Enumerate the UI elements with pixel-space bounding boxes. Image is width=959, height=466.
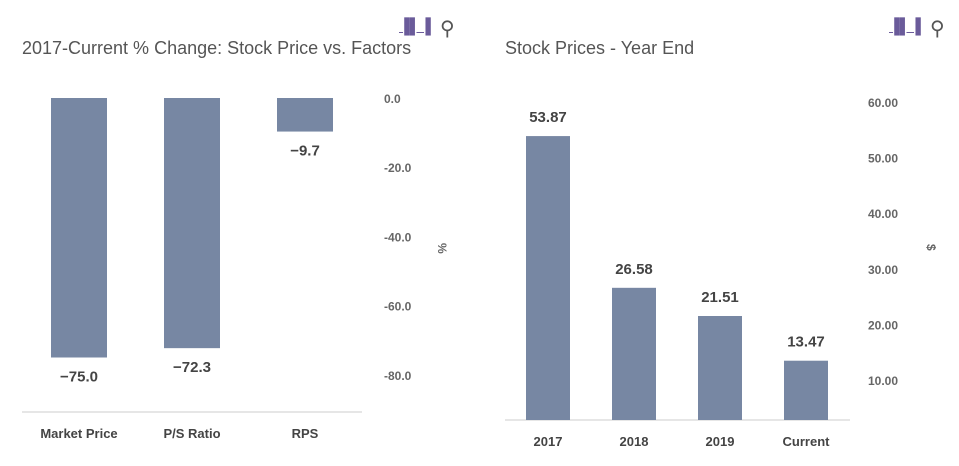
category-label-0: Market Price (40, 426, 117, 441)
bar-2 (277, 98, 333, 132)
bar2-3 (784, 360, 828, 420)
bar-0 (51, 98, 107, 358)
category-label2-1: 2018 (620, 434, 649, 449)
category-label2-2: 2019 (706, 434, 735, 449)
category-label2-3: Current (783, 434, 831, 449)
chart1-title: 2017-Current % Change: Stock Price vs. F… (22, 38, 412, 58)
search-icon[interactable]: ⚲ (440, 18, 455, 40)
data-label2-3: 13.47 (787, 334, 825, 351)
y-tick2-3: 30.00 (868, 263, 898, 277)
y-tick-4: -80.0 (384, 369, 412, 383)
bar2-0 (526, 136, 570, 420)
data-label2-0: 53.87 (529, 109, 567, 126)
bar2-2 (698, 316, 742, 420)
y-axis-label-2: $ (924, 244, 938, 251)
y-tick-2: -40.0 (384, 230, 412, 244)
data-label-1: −72.3 (173, 359, 211, 376)
data-label2-1: 26.58 (615, 261, 653, 278)
y-axis-label: % (435, 243, 449, 254)
y-tick2-2: 40.00 (868, 207, 898, 221)
category-label-1: P/S Ratio (163, 426, 220, 441)
search-icon-2[interactable]: ⚲ (930, 18, 945, 40)
y-tick-3: -60.0 (384, 300, 412, 314)
data-label-0: −75.0 (60, 369, 98, 386)
data-label-2: −9.7 (290, 143, 320, 160)
chart2-title: Stock Prices - Year End (505, 38, 695, 58)
y-tick-0: 0.0 (384, 92, 401, 106)
y-tick2-5: 10.00 (868, 374, 898, 388)
bar-chart-icon[interactable]: ▐▌▐ (399, 18, 431, 35)
y-tick2-4: 20.00 (868, 318, 898, 332)
bar-1 (164, 98, 220, 349)
y-tick2-0: 60.00 (868, 96, 898, 110)
data-label2-2: 21.51 (701, 289, 739, 306)
category-label2-0: 2017 (534, 434, 563, 449)
y-tick-1: -20.0 (384, 161, 412, 175)
y-tick2-1: 50.00 (868, 152, 898, 166)
bar-chart-icon-2[interactable]: ▐▌▐ (889, 18, 921, 35)
category-label-2: RPS (292, 426, 319, 441)
bar2-1 (612, 287, 656, 420)
